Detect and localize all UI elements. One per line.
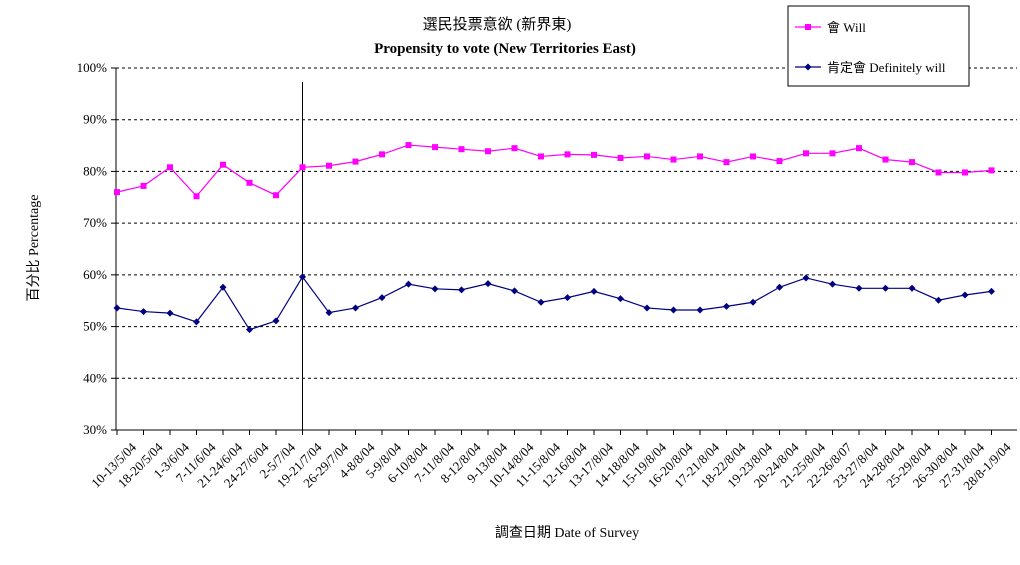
y-tick-label: 60% xyxy=(83,267,107,282)
y-tick-label: 50% xyxy=(83,319,107,334)
legend-label: 肯定會 Definitely will xyxy=(827,60,946,75)
data-point xyxy=(246,179,253,186)
data-point xyxy=(538,153,544,160)
axes xyxy=(115,68,1017,431)
data-point xyxy=(988,287,995,295)
data-point xyxy=(458,146,465,153)
chart-title: 選民投票意欲 (新界東) xyxy=(423,15,572,33)
data-point xyxy=(379,151,385,158)
data-point xyxy=(326,162,332,169)
data-point xyxy=(325,309,333,317)
data-point xyxy=(670,306,677,314)
data-point xyxy=(140,308,147,316)
data-point xyxy=(564,294,571,302)
data-point xyxy=(246,326,253,334)
series-will xyxy=(114,142,995,200)
data-point xyxy=(114,189,120,196)
data-point xyxy=(855,284,863,292)
legend-box xyxy=(787,5,970,87)
data-point xyxy=(988,167,995,174)
data-point xyxy=(299,164,306,171)
y-axis-ticks: 30% 40% 50% 60% 70% 80% 90% 100% xyxy=(77,60,116,437)
y-tick-label: 90% xyxy=(83,112,107,127)
data-point xyxy=(564,151,571,158)
data-point xyxy=(220,161,226,168)
data-point xyxy=(484,280,492,288)
data-point xyxy=(909,159,915,166)
data-point xyxy=(193,318,200,326)
data-point xyxy=(856,145,862,152)
data-point xyxy=(670,156,677,163)
series-layer xyxy=(113,142,995,334)
data-point xyxy=(803,150,809,157)
data-point xyxy=(882,156,889,163)
data-point xyxy=(485,148,491,155)
data-point xyxy=(299,273,306,281)
y-tick-label: 40% xyxy=(83,370,107,385)
y-tick-label: 70% xyxy=(83,215,107,230)
x-axis-label: 調查日期 Date of Survey xyxy=(495,525,639,541)
chart-subtitle: Propensity to vote (New Territories East… xyxy=(374,41,636,57)
data-point xyxy=(617,154,624,161)
data-point xyxy=(749,298,757,306)
data-point xyxy=(829,280,836,288)
data-point xyxy=(405,280,412,288)
data-point xyxy=(617,295,624,303)
data-point xyxy=(723,302,730,310)
data-point xyxy=(643,304,651,312)
data-point xyxy=(167,164,173,171)
y-tick-label: 100% xyxy=(77,60,108,75)
series-line xyxy=(116,144,992,198)
y-tick-label: 80% xyxy=(83,163,107,178)
gridlines xyxy=(116,67,1017,379)
data-point xyxy=(378,294,386,302)
data-point xyxy=(458,286,465,294)
data-point xyxy=(511,145,518,152)
data-point xyxy=(431,285,439,293)
data-point xyxy=(511,287,518,295)
x-axis-ticks: 10-13/5/0418-20/5/041-3/6/047-11/6/0421-… xyxy=(88,430,1014,493)
data-point xyxy=(405,142,412,149)
data-point xyxy=(644,153,650,160)
data-point xyxy=(140,182,147,189)
data-point xyxy=(802,274,810,282)
data-point xyxy=(962,169,968,176)
data-point xyxy=(908,284,916,292)
data-point xyxy=(219,283,227,291)
legend-marker xyxy=(805,24,811,30)
legend-marker xyxy=(804,63,812,71)
data-point xyxy=(166,309,174,317)
data-point xyxy=(193,193,200,200)
y-axis-label: 百分比 Percentage xyxy=(26,195,42,302)
data-point xyxy=(113,304,121,312)
data-point xyxy=(829,150,836,157)
y-tick-label: 30% xyxy=(83,422,107,437)
data-point xyxy=(882,284,889,292)
data-point xyxy=(432,144,438,151)
data-point xyxy=(352,304,359,312)
data-point xyxy=(776,283,783,291)
data-point xyxy=(776,158,783,165)
data-point xyxy=(352,158,359,165)
legend-label: 會 Will xyxy=(827,20,866,35)
data-point xyxy=(935,296,942,304)
data-point xyxy=(537,298,545,306)
data-point xyxy=(696,306,704,314)
series-definitely-will xyxy=(113,273,995,334)
data-point xyxy=(591,151,597,158)
data-point xyxy=(723,159,730,166)
data-point xyxy=(697,153,703,160)
data-point xyxy=(273,192,279,199)
legend: 會 Will 肯定會 Definitely will xyxy=(787,5,970,87)
data-point xyxy=(272,317,280,325)
data-point xyxy=(961,291,969,299)
data-point xyxy=(750,153,756,160)
series-line xyxy=(116,275,992,331)
data-point xyxy=(590,287,598,295)
data-point xyxy=(935,169,942,176)
